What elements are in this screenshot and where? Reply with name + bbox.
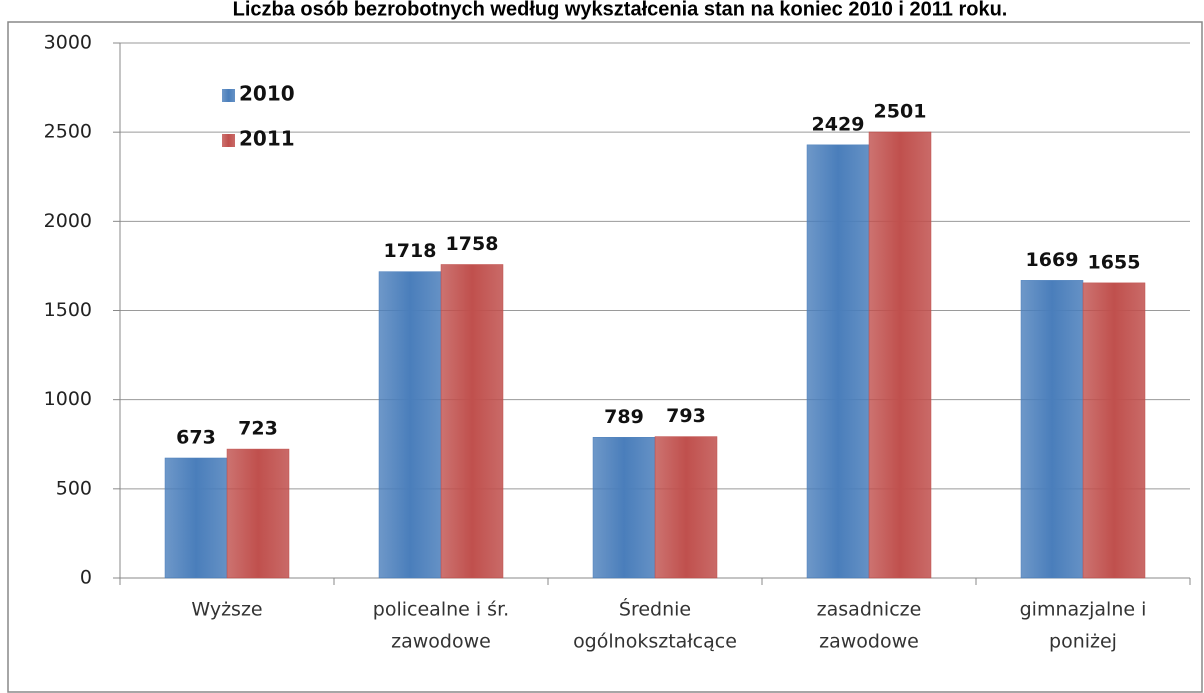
x-tick-label: gimnazjalne i	[1020, 599, 1147, 621]
y-tick-label: 500	[56, 477, 92, 499]
data-label: 793	[666, 405, 706, 427]
x-tick-label: Średnie	[619, 597, 691, 621]
bar	[164, 457, 228, 579]
bar	[868, 131, 932, 579]
x-tick-label: policealne i śr.	[373, 599, 509, 621]
bar	[592, 437, 656, 579]
y-tick-label: 2500	[44, 121, 92, 143]
data-label: 723	[238, 418, 278, 440]
data-label: 789	[604, 406, 644, 428]
legend-swatch	[222, 134, 235, 147]
data-label: 1718	[384, 240, 437, 262]
data-label: 1655	[1088, 251, 1141, 273]
data-label: 673	[176, 426, 216, 448]
y-tick-label: 1000	[44, 388, 92, 410]
bar	[1082, 282, 1146, 579]
x-tick-label: zawodowe	[391, 631, 491, 653]
legend-swatch	[222, 89, 235, 102]
bar	[654, 436, 718, 579]
data-label: 1669	[1026, 249, 1079, 271]
bar	[226, 448, 290, 579]
x-tick-label: Wyższe	[191, 599, 262, 621]
x-tick-label: zasadnicze	[817, 599, 922, 621]
y-tick-label: 1500	[44, 299, 92, 321]
data-label: 1758	[446, 233, 499, 255]
bar	[440, 264, 504, 579]
x-tick-label: zawodowe	[819, 631, 919, 653]
y-tick-label: 3000	[44, 32, 92, 54]
chart-frame	[7, 21, 1203, 693]
bar	[378, 271, 442, 579]
y-tick-label: 2000	[44, 210, 92, 232]
x-tick-label: ogólnokształcące	[573, 631, 737, 653]
chart-title: Liczba osób bezrobotnych według wykształ…	[233, 0, 1008, 20]
x-tick-label: poniżej	[1049, 631, 1117, 653]
legend-label: 2010	[239, 82, 295, 106]
bar	[806, 144, 870, 579]
bar	[1020, 280, 1084, 579]
legend-label: 2011	[239, 127, 295, 151]
data-label: 2429	[812, 113, 865, 135]
data-label: 2501	[874, 100, 927, 122]
y-tick-label: 0	[80, 567, 92, 589]
